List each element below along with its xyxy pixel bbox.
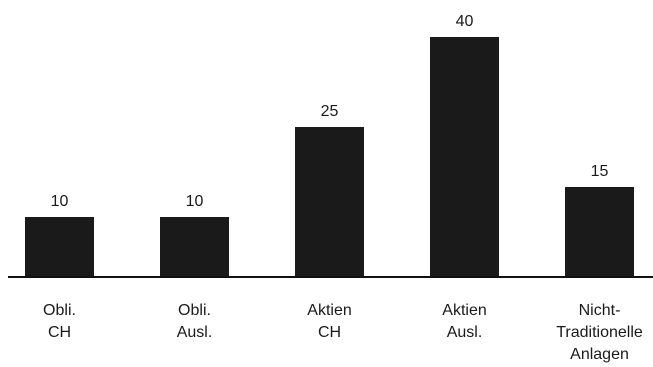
value-label-0: 10 bbox=[51, 193, 69, 210]
category-label-2: Aktien CH bbox=[307, 302, 351, 341]
value-label-1: 10 bbox=[186, 193, 204, 210]
value-labels-layer: 10 10 25 40 15 bbox=[51, 13, 609, 210]
category-label-0-line-1: CH bbox=[48, 324, 71, 341]
bar-2 bbox=[295, 127, 364, 277]
category-label-4-line-0: Nicht- bbox=[579, 302, 621, 319]
bar-1 bbox=[160, 217, 229, 277]
value-label-2: 25 bbox=[321, 103, 339, 120]
category-label-1-line-0: Obli. bbox=[178, 302, 211, 319]
bar-4 bbox=[565, 187, 634, 277]
category-label-2-line-1: CH bbox=[318, 324, 341, 341]
category-label-2-line-0: Aktien bbox=[307, 302, 351, 319]
bar-0 bbox=[25, 217, 94, 277]
value-label-3: 40 bbox=[456, 13, 474, 30]
category-label-4-line-2: Anlagen bbox=[570, 346, 629, 363]
category-labels-layer: Obli. CH Obli. Ausl. Aktien CH Aktien Ausl. Nich… bbox=[43, 302, 643, 363]
category-label-3: Aktien Ausl. bbox=[442, 302, 486, 341]
value-label-4: 15 bbox=[591, 163, 609, 180]
category-label-3-line-0: Aktien bbox=[442, 302, 486, 319]
category-label-4-line-1: Traditionelle bbox=[556, 324, 643, 341]
category-label-0-line-0: Obli. bbox=[43, 302, 76, 319]
bars-layer bbox=[25, 37, 634, 277]
category-label-3-line-1: Ausl. bbox=[447, 324, 483, 341]
category-label-1: Obli. Ausl. bbox=[177, 302, 213, 341]
category-label-0: Obli. CH bbox=[43, 302, 76, 341]
category-label-1-line-1: Ausl. bbox=[177, 324, 213, 341]
bar-3 bbox=[430, 37, 499, 277]
category-label-4: Nicht- Traditionelle Anlagen bbox=[556, 302, 643, 363]
